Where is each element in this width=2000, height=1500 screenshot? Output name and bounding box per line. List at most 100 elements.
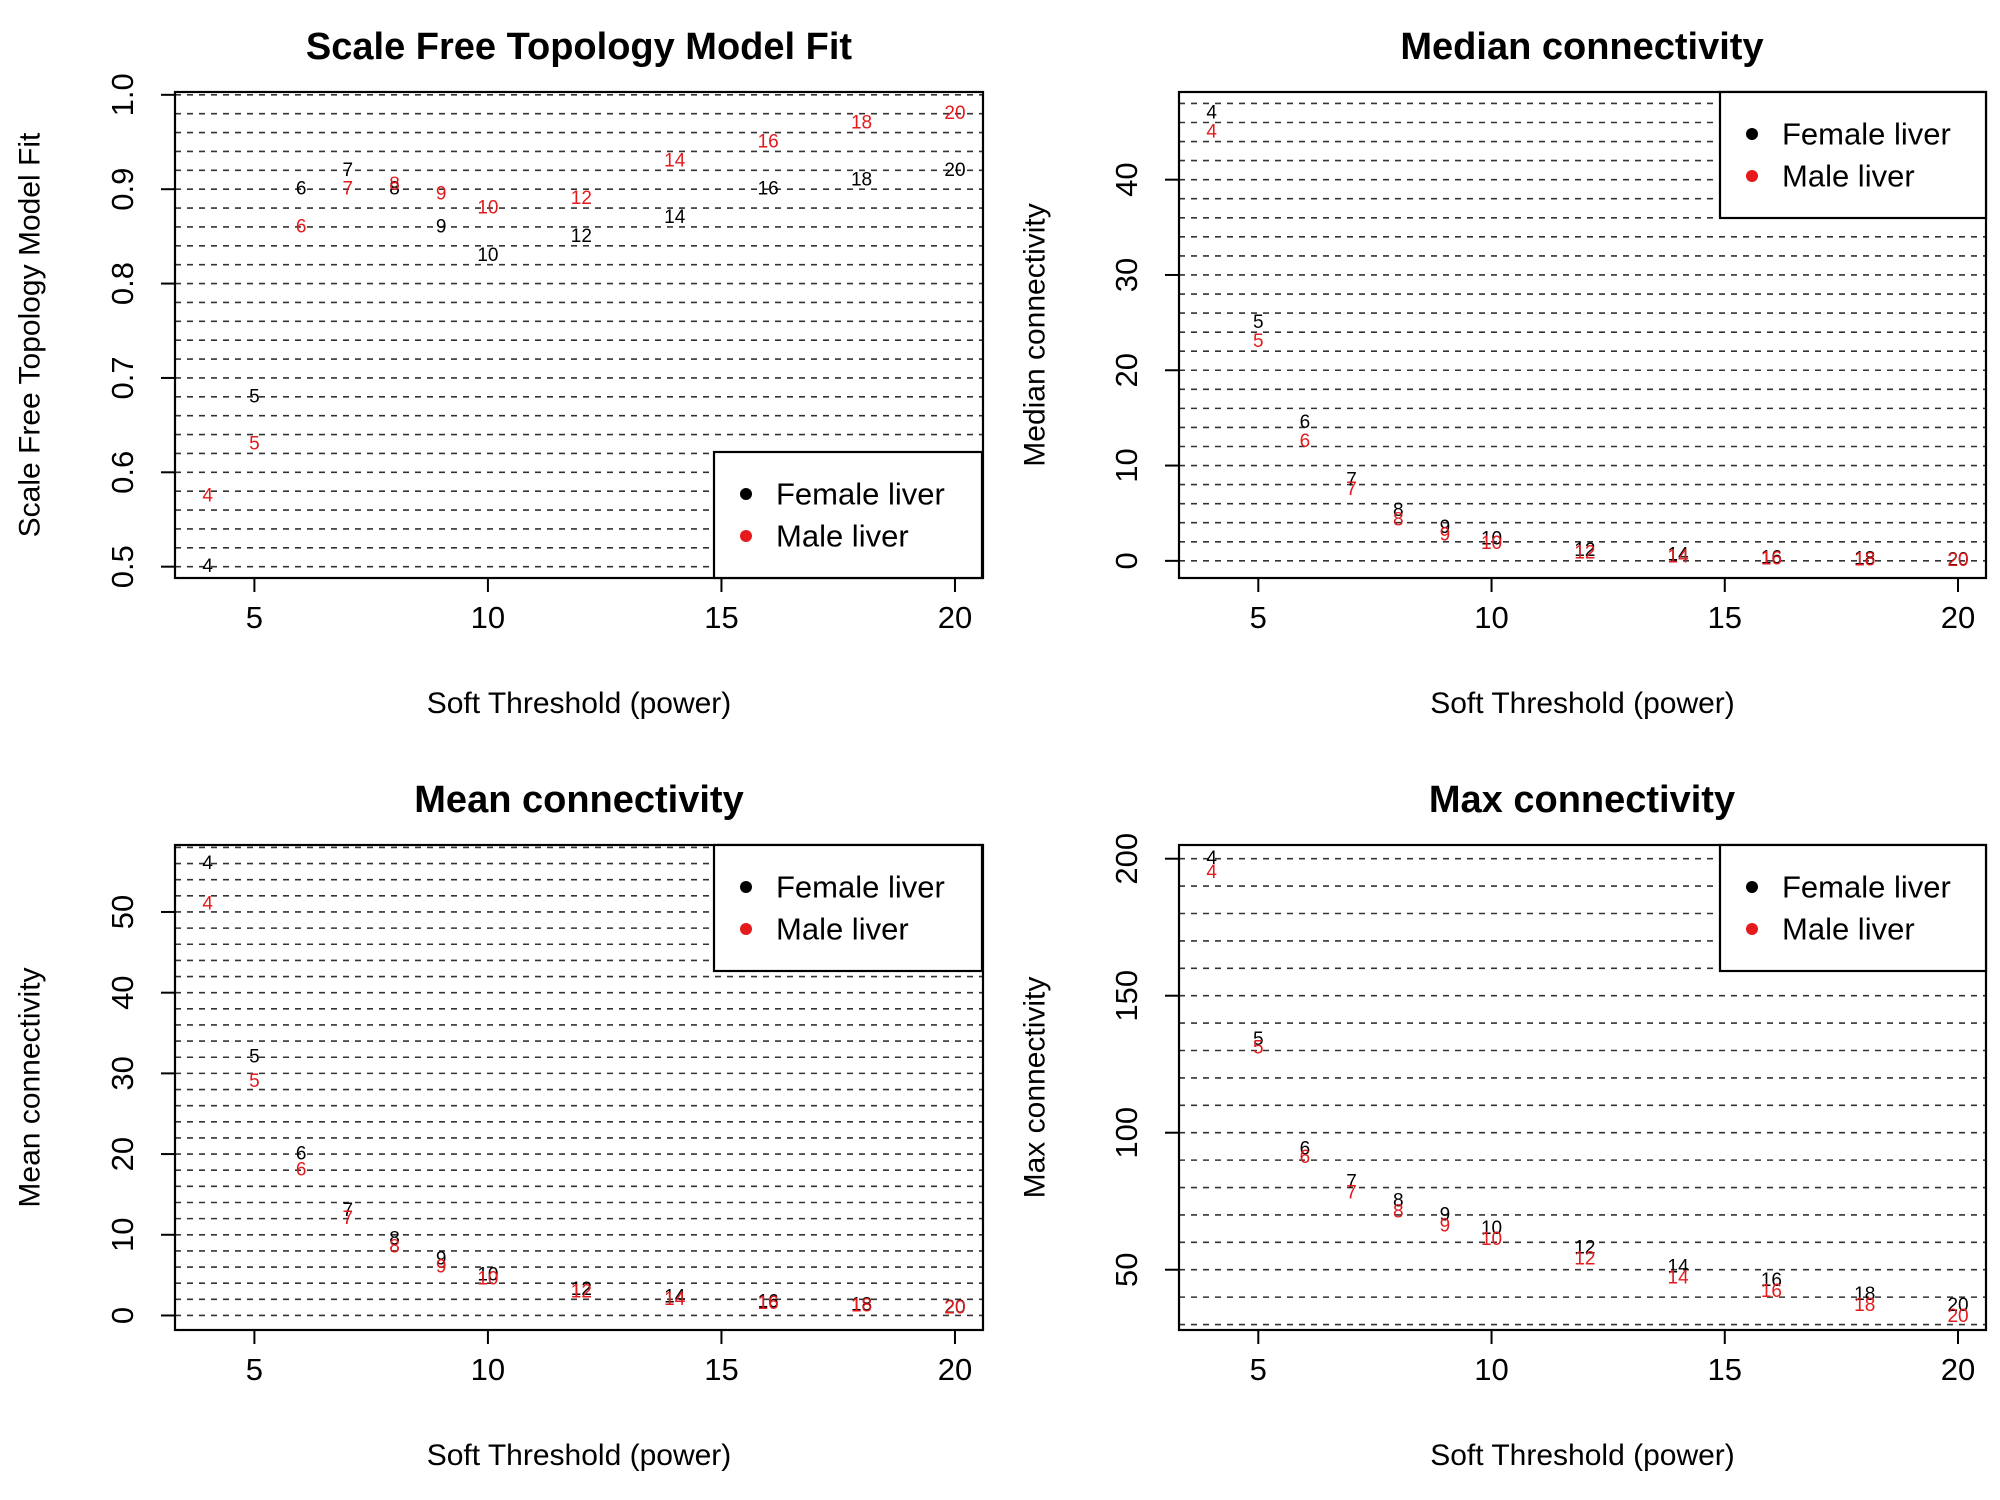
x-tick-label: 15 xyxy=(1708,600,1742,635)
data-point-label: 20 xyxy=(944,160,965,181)
y-tick-label: 10 xyxy=(105,1218,140,1252)
data-point-label: 5 xyxy=(1253,331,1264,352)
legend-marker xyxy=(1746,128,1758,140)
series-male-liver: 4 5 6 7 8 9 10 12 14 16 18 20 xyxy=(1206,122,1968,571)
x-tick-label: 5 xyxy=(246,600,263,635)
plot-frame xyxy=(1177,843,1988,1332)
x-axis-label: Soft Threshold (power) xyxy=(427,1439,732,1472)
data-point-label: 10 xyxy=(1481,1229,1502,1250)
data-point-label: 8 xyxy=(389,1228,400,1249)
data-point-label: 9 xyxy=(436,1248,447,1269)
chart-panel-4: Max connectivity 5 10 15 20 Soft Threshold (p… xyxy=(1019,779,1988,1472)
data-point-label: 18 xyxy=(851,113,872,134)
legend-marker xyxy=(740,881,752,893)
legend-marker xyxy=(1746,170,1758,182)
data-point-label: 7 xyxy=(1346,479,1357,500)
data-point-label: 14 xyxy=(1668,1267,1690,1288)
data-point-label: 9 xyxy=(1440,1204,1451,1225)
y-tick-label: 20 xyxy=(1109,353,1144,387)
data-point-label: 18 xyxy=(1854,549,1875,570)
data-point-label: 12 xyxy=(571,1282,592,1303)
data-point-label: 16 xyxy=(1761,547,1782,568)
data-point-label: 12 xyxy=(1574,1248,1595,1269)
y-tick-label: 0.7 xyxy=(105,356,140,399)
x-axis-label: Soft Threshold (power) xyxy=(427,687,732,720)
legend-marker xyxy=(1746,923,1758,935)
series-female-liver: 4 5 6 7 8 9 10 12 14 16 18 20 xyxy=(1206,102,1968,570)
series-female-liver: 4 5 6 7 8 9 10 12 14 16 18 20 xyxy=(202,160,965,577)
data-point-label: 20 xyxy=(944,1297,965,1318)
data-point-label: 10 xyxy=(477,1265,498,1286)
data-point-label: 9 xyxy=(436,183,447,204)
y-tick-label: 0.8 xyxy=(105,262,140,305)
data-point-label: 16 xyxy=(758,132,779,153)
data-point-label: 14 xyxy=(664,207,686,228)
legend: Female liver Male liver xyxy=(712,450,984,580)
data-point-label: 16 xyxy=(1761,1281,1782,1302)
data-point-label: 10 xyxy=(477,198,498,219)
legend: Female liver Male liver xyxy=(1718,843,1988,973)
legend: Female liver Male liver xyxy=(712,843,984,973)
data-point-label: 5 xyxy=(249,386,260,407)
legend-box xyxy=(712,843,984,973)
x-tick-label: 20 xyxy=(938,600,972,635)
data-point-label: 4 xyxy=(202,556,213,577)
y-tick-label: 1.0 xyxy=(105,73,140,116)
data-point-label: 16 xyxy=(758,1291,779,1312)
legend-label: Male liver xyxy=(776,519,909,554)
x-tick-label: 5 xyxy=(1250,1352,1267,1387)
data-point-label: 8 xyxy=(1393,1191,1404,1212)
data-point-label: 5 xyxy=(1253,1037,1264,1058)
data-point-label: 9 xyxy=(1440,525,1451,546)
data-point-label: 6 xyxy=(1300,431,1311,452)
data-point-label: 9 xyxy=(1440,1215,1451,1236)
series-male-liver: 4 5 6 7 8 9 10 12 14 16 18 20 xyxy=(202,893,965,1318)
data-point-label: 4 xyxy=(202,893,213,914)
x-tick-label: 10 xyxy=(471,600,505,635)
data-point-label: 18 xyxy=(851,169,872,190)
x-tick-label: 20 xyxy=(1941,1352,1975,1387)
x-tick-label: 10 xyxy=(1474,1352,1508,1387)
data-point-label: 16 xyxy=(1761,548,1782,569)
y-tick-label: 0 xyxy=(1109,552,1144,569)
y-tick-label: 30 xyxy=(105,1056,140,1090)
chart-panel-1: Scale Free Topology Model Fit 5 10 15 20 Soft… xyxy=(14,26,985,720)
y-axis-label: Mean connectivity xyxy=(14,967,47,1207)
data-point-label: 18 xyxy=(1854,1284,1875,1305)
data-point-label: 10 xyxy=(1481,533,1502,554)
legend-marker xyxy=(740,530,752,542)
data-point-label: 5 xyxy=(249,1071,260,1092)
data-point-label: 12 xyxy=(571,188,592,209)
legend-label: Female liver xyxy=(776,477,945,512)
data-point-label: 4 xyxy=(202,485,213,506)
data-point-label: 18 xyxy=(1854,548,1875,569)
data-point-label: 7 xyxy=(1346,1172,1357,1193)
data-point-label: 10 xyxy=(477,1269,498,1290)
y-axis-label: Scale Free Topology Model Fit xyxy=(14,132,47,537)
gridlines xyxy=(1179,102,1986,562)
x-tick-label: 20 xyxy=(1941,600,1975,635)
data-point-label: 16 xyxy=(758,1293,779,1314)
y-tick-label: 20 xyxy=(105,1137,140,1171)
y-tick-label: 0.6 xyxy=(105,451,140,494)
legend-label: Male liver xyxy=(776,912,909,947)
data-point-label: 8 xyxy=(389,174,400,195)
x-axis-label: Soft Threshold (power) xyxy=(1430,1439,1735,1472)
x-tick-label: 5 xyxy=(1250,600,1267,635)
data-point-label: 6 xyxy=(1300,412,1311,433)
data-point-label: 6 xyxy=(296,216,307,237)
data-point-label: 14 xyxy=(1668,545,1690,566)
plot-frame xyxy=(173,90,985,580)
legend-marker xyxy=(1746,881,1758,893)
legend-marker xyxy=(740,923,752,935)
x-tick-label: 10 xyxy=(471,1352,505,1387)
y-tick-label: 40 xyxy=(1109,162,1144,196)
data-point-label: 18 xyxy=(851,1294,872,1315)
data-point-label: 20 xyxy=(1947,1295,1968,1316)
legend-label: Male liver xyxy=(1782,159,1915,194)
data-point-label: 7 xyxy=(343,179,354,200)
data-point-label: 18 xyxy=(851,1295,872,1316)
data-point-label: 6 xyxy=(1300,1139,1311,1160)
series-male-liver: 4 5 6 7 8 9 10 12 14 16 18 20 xyxy=(1206,862,1968,1327)
data-point-label: 12 xyxy=(1574,540,1595,561)
